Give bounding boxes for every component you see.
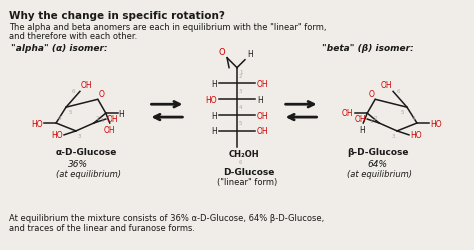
- Text: 1: 1: [369, 118, 373, 124]
- Text: ("linear" form): ("linear" form): [217, 178, 277, 187]
- Text: (at equilibrium): (at equilibrium): [347, 169, 412, 178]
- Text: H: H: [211, 127, 217, 136]
- Text: Why the change in specific rotation?: Why the change in specific rotation?: [9, 11, 225, 21]
- Text: 3: 3: [78, 133, 82, 138]
- Text: O: O: [368, 90, 374, 99]
- Text: HO: HO: [430, 119, 441, 128]
- Text: OH: OH: [107, 114, 118, 123]
- Text: OH: OH: [381, 81, 392, 90]
- Text: ··: ··: [263, 112, 268, 121]
- Text: 64%: 64%: [367, 159, 387, 168]
- Text: D-Glucose: D-Glucose: [223, 167, 274, 176]
- Text: OH: OH: [355, 114, 366, 123]
- Text: (at equilibrium): (at equilibrium): [56, 169, 121, 178]
- Text: 5: 5: [239, 120, 243, 126]
- Text: OH: OH: [342, 108, 353, 117]
- Text: and therefore with each other.: and therefore with each other.: [9, 32, 137, 41]
- Text: H: H: [211, 80, 217, 88]
- Text: 5: 5: [69, 110, 73, 115]
- Text: 3: 3: [392, 133, 395, 138]
- Text: 1: 1: [100, 117, 104, 122]
- Text: OH: OH: [81, 81, 92, 90]
- Text: HO: HO: [51, 131, 63, 140]
- Text: 3: 3: [239, 89, 243, 94]
- Text: OH: OH: [104, 126, 116, 134]
- Text: At equilibrium the mixture consists of 36% α-D-Glucose, 64% β-D-Glucose,: At equilibrium the mixture consists of 3…: [9, 213, 325, 222]
- Text: "alpha" (α) isomer:: "alpha" (α) isomer:: [11, 44, 108, 53]
- Text: H: H: [211, 111, 217, 120]
- Text: "beta" (β) isomer:: "beta" (β) isomer:: [321, 44, 413, 53]
- Text: OH: OH: [257, 111, 268, 120]
- Text: H: H: [257, 96, 263, 104]
- Text: 6: 6: [72, 88, 75, 94]
- Text: The alpha and beta anomers are each in equilibrium with the "linear" form,: The alpha and beta anomers are each in e…: [9, 23, 327, 32]
- Text: 2: 2: [96, 116, 100, 120]
- Text: 4: 4: [58, 116, 62, 120]
- Text: HO: HO: [31, 119, 43, 128]
- Text: 6: 6: [397, 88, 401, 94]
- Text: β-D-Glucose: β-D-Glucose: [347, 147, 409, 156]
- Text: HO: HO: [410, 131, 421, 140]
- Text: 6: 6: [239, 159, 243, 164]
- Text: OH: OH: [257, 80, 268, 88]
- Text: O: O: [99, 90, 105, 99]
- Text: 4: 4: [411, 116, 415, 120]
- Text: H: H: [247, 50, 253, 58]
- Text: HO: HO: [206, 96, 217, 104]
- Text: CH₂OH: CH₂OH: [229, 149, 260, 158]
- Text: H: H: [359, 126, 365, 134]
- Text: O: O: [219, 48, 225, 56]
- Text: 1: 1: [239, 69, 243, 74]
- Text: 2: 2: [239, 73, 243, 78]
- Text: 5: 5: [401, 110, 404, 115]
- Text: 2: 2: [374, 116, 377, 120]
- Text: H: H: [118, 109, 125, 118]
- Text: α-D-Glucose: α-D-Glucose: [56, 147, 118, 156]
- Text: OH: OH: [257, 127, 268, 136]
- Text: 36%: 36%: [68, 159, 88, 168]
- Text: and traces of the linear and furanose forms.: and traces of the linear and furanose fo…: [9, 223, 195, 232]
- Text: 4: 4: [239, 105, 243, 110]
